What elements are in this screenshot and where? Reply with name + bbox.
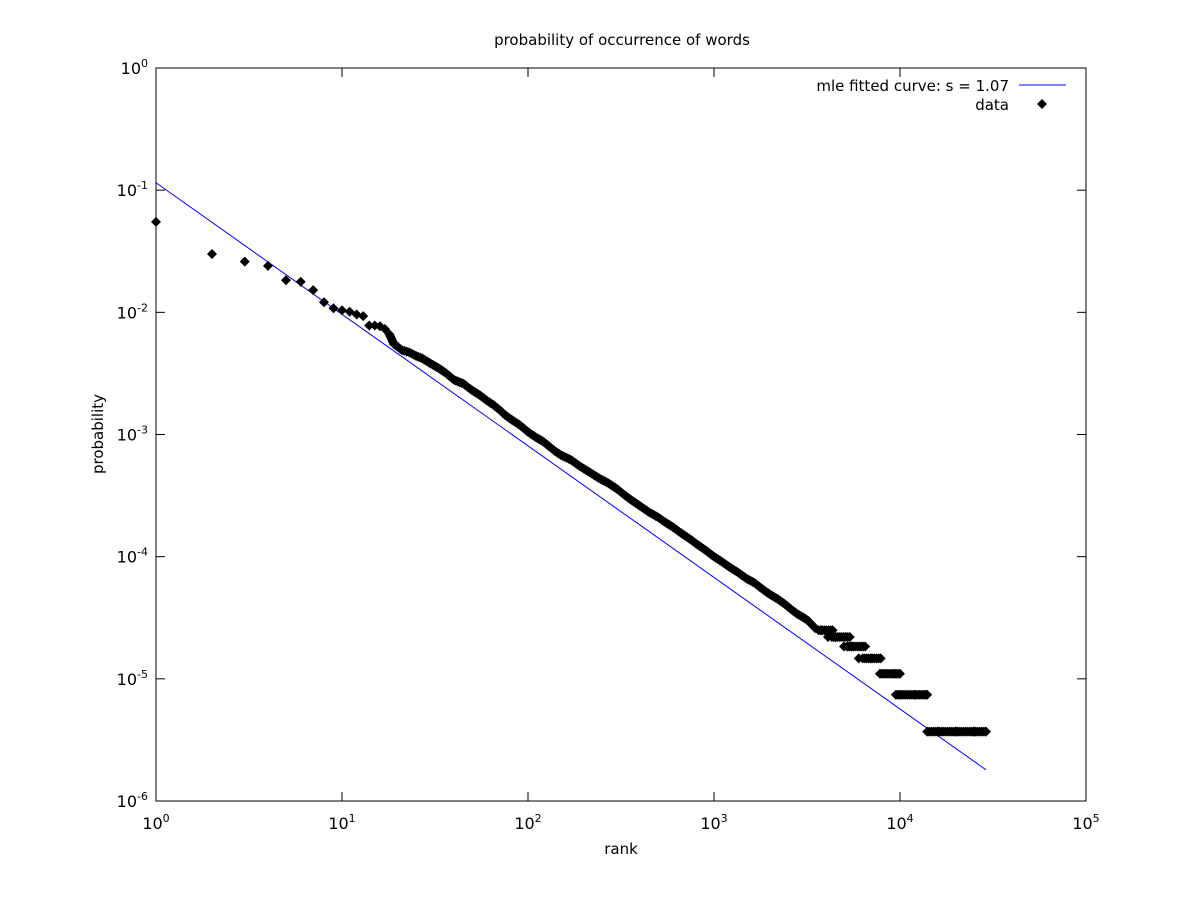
data-point [337,305,347,316]
x-tick-label: 103 [700,812,727,833]
data-point [827,625,838,636]
data-point [281,275,292,286]
x-tick-label: 105 [1072,812,1099,833]
x-tick-label: 104 [886,812,913,833]
data-point [875,653,886,664]
data-point [318,297,329,308]
data-point [328,303,339,314]
y-tick-label: 100 [121,57,148,78]
legend-swatch-data-diamond-icon [1037,99,1047,109]
y-tick-label: 10-4 [117,546,148,567]
chart-title: probability of occurrence of words [494,31,750,49]
data-point [206,249,217,260]
x-tick-label: 100 [142,812,169,833]
data-point [358,311,369,322]
x-tick-label: 102 [514,812,541,833]
plot-area: 100 101 102 103 104 105 100 10-1 10-2 10-3 10-4 10-… [117,57,1100,833]
data-point [308,285,319,296]
y-tick-label: 10-1 [117,179,148,200]
x-axis-label: rank [604,840,638,858]
x-tick-label: 101 [328,812,355,833]
data-point [844,632,855,643]
y-tick-label: 10-5 [117,668,148,689]
data-point [894,668,905,679]
data-point [295,276,306,287]
legend: mle fitted curve: s = 1.07 data [816,77,1066,114]
data-point [860,641,871,652]
legend-label-data: data [975,96,1009,114]
y-axis-label: probability [89,394,107,474]
y-tick-label: 10-2 [117,301,148,322]
data-point [920,689,931,700]
fitted-curve-line [155,182,987,771]
legend-label-fitted-curve: mle fitted curve: s = 1.07 [816,77,1009,95]
data-point [262,260,273,271]
y-tick-label: 10-3 [117,424,148,445]
data-point [151,216,161,227]
data-point [364,320,375,331]
data-point [980,726,991,737]
y-tick-label: 10-6 [117,790,148,811]
data-point [239,256,250,267]
